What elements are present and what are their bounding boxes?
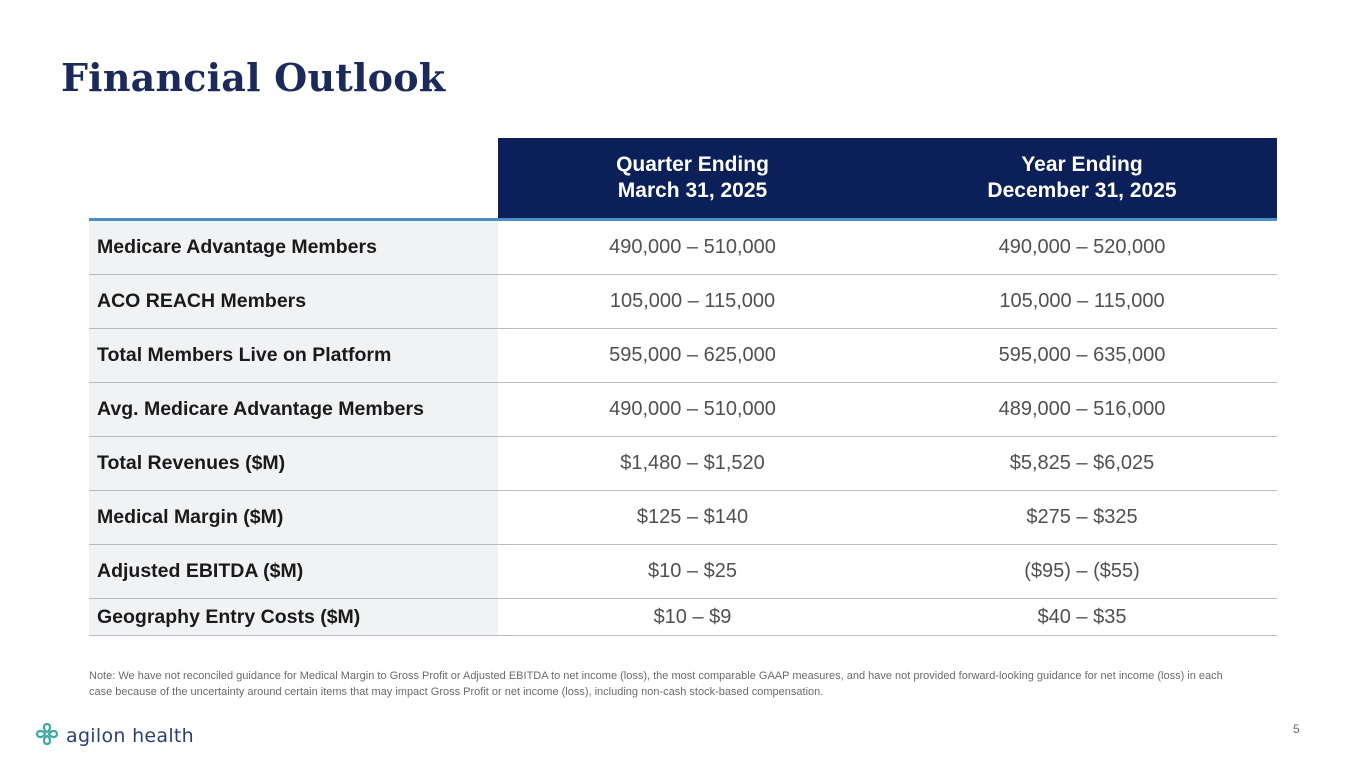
row-label: Avg. Medicare Advantage Members [89,383,498,436]
table-row: Total Revenues ($M) $1,480 – $1,520 $5,8… [89,437,1277,491]
header-year-ending: Year Ending December 31, 2025 [887,138,1277,218]
row-label: Total Members Live on Platform [89,329,498,382]
table-row: Total Members Live on Platform 595,000 –… [89,329,1277,383]
header-spacer [89,138,498,218]
row-label: Medicare Advantage Members [89,221,498,274]
outlook-table: Quarter Ending March 31, 2025 Year Endin… [89,138,1277,636]
header-year-line1: Year Ending [1021,153,1143,176]
quarter-value: 105,000 – 115,000 [609,290,776,312]
logo-wordmark: agilon health [66,725,195,747]
table-header-row: Quarter Ending March 31, 2025 Year Endin… [89,138,1277,218]
row-label: Adjusted EBITDA ($M) [89,545,498,598]
year-value: $5,825 – $6,025 [1009,452,1155,474]
header-quarter-ending: Quarter Ending March 31, 2025 [498,138,887,218]
table-row: Medical Margin ($M) $125 – $140 $275 – $… [89,491,1277,545]
quarter-value: 490,000 – 510,000 [609,236,776,258]
year-value: 105,000 – 115,000 [999,290,1165,312]
table-row: Geography Entry Costs ($M) $10 – $9 $40 … [89,599,1277,636]
quarter-value: $10 – $9 [653,605,732,628]
agilon-cross-icon [34,721,60,752]
year-value: 490,000 – 520,000 [998,236,1166,258]
row-label: Total Revenues ($M) [89,437,498,490]
year-value: 595,000 – 635,000 [998,344,1166,366]
row-label: Medical Margin ($M) [89,491,498,544]
header-year-line2: December 31, 2025 [987,179,1177,202]
table-row: Adjusted EBITDA ($M) $10 – $25 ($95) – (… [89,545,1277,599]
row-label: ACO REACH Members [89,275,498,328]
quarter-value: 595,000 – 625,000 [609,344,776,366]
page-title: Financial Outlook [61,55,446,100]
footnote: Note: We have not reconciled guidance fo… [89,670,1223,698]
table-row: Avg. Medicare Advantage Members 490,000 … [89,383,1277,437]
row-label: Geography Entry Costs ($M) [89,599,498,635]
quarter-value: $10 – $25 [648,560,737,582]
header-quarter-line2: March 31, 2025 [617,179,768,202]
table-row: Medicare Advantage Members 490,000 – 510… [89,221,1277,275]
quarter-value: $125 – $140 [636,506,749,528]
quarter-value: 490,000 – 510,000 [609,398,776,420]
year-value: 489,000 – 516,000 [998,398,1166,420]
table-row: ACO REACH Members 105,000 – 115,000 105,… [89,275,1277,329]
year-value: $275 – $325 [1026,506,1138,528]
year-value: $40 – $35 [1037,605,1127,628]
header-quarter-line1: Quarter Ending [616,153,769,176]
quarter-value: $1,480 – $1,520 [620,452,765,474]
year-value: ($95) – ($55) [1024,560,1140,582]
header-accent-rule [89,218,1277,221]
page-number: 5 [1293,722,1300,736]
company-logo: agilon health [34,722,194,750]
